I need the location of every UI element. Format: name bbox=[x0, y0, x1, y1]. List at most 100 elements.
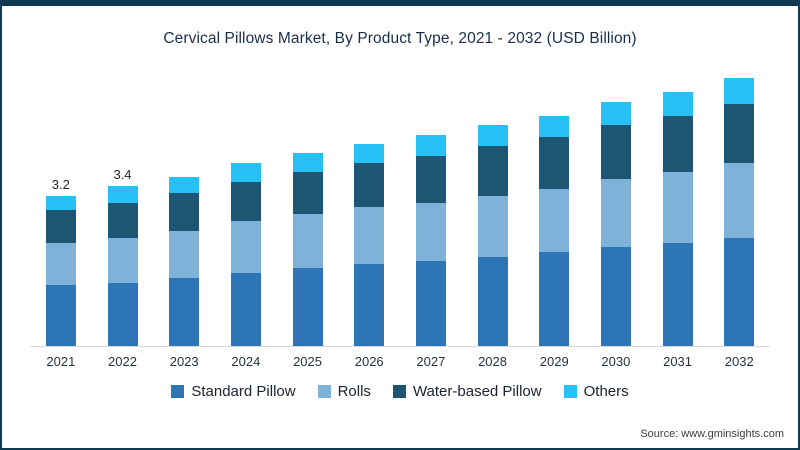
legend-label-others: Others bbox=[583, 383, 629, 400]
bar-segment-water-based-pillow bbox=[292, 172, 323, 215]
bar-segment-others bbox=[477, 125, 508, 147]
stacked-bar-2030 bbox=[600, 101, 631, 346]
bar-segment-water-based-pillow bbox=[539, 136, 570, 189]
bar-segment-standard-pillow bbox=[662, 242, 693, 346]
bar-segment-others bbox=[415, 134, 446, 156]
bar-segment-water-based-pillow bbox=[45, 209, 76, 243]
bar-segment-water-based-pillow bbox=[477, 146, 508, 196]
source-attribution: Source: www.gminsights.com bbox=[640, 428, 784, 440]
x-axis-label-2021: 2021 bbox=[46, 354, 76, 369]
bar-segment-standard-pillow bbox=[292, 268, 323, 346]
legend-label-standard-pillow: Standard Pillow bbox=[191, 383, 296, 400]
bar-segment-standard-pillow bbox=[415, 261, 446, 346]
legend-swatch-water-based-pillow bbox=[392, 385, 406, 398]
legend-item-others: Others bbox=[563, 383, 629, 400]
bar-segment-standard-pillow bbox=[107, 282, 138, 346]
bar-segment-rolls bbox=[662, 172, 693, 243]
x-axis-label-2026: 2026 bbox=[354, 354, 384, 369]
bar-segment-others bbox=[539, 115, 570, 137]
stacked-bar-2025 bbox=[292, 153, 323, 346]
legend-swatch-rolls bbox=[317, 385, 331, 398]
bar-column-2023 bbox=[153, 176, 215, 346]
bar-column-2030 bbox=[585, 101, 647, 346]
bar-segment-standard-pillow bbox=[600, 247, 631, 346]
bar-column-2024 bbox=[215, 162, 277, 346]
x-axis-label-2031: 2031 bbox=[663, 354, 693, 369]
bar-column-2021: 3.2 bbox=[30, 177, 92, 346]
stacked-bar-2028 bbox=[477, 125, 508, 346]
stacked-bar-2021 bbox=[45, 195, 76, 346]
bar-segment-standard-pillow bbox=[477, 256, 508, 346]
bar-segment-water-based-pillow bbox=[415, 155, 446, 203]
bar-segment-others bbox=[169, 176, 200, 194]
bar-segment-water-based-pillow bbox=[724, 103, 755, 163]
x-axis-label-2025: 2025 bbox=[293, 354, 322, 369]
bar-segment-standard-pillow bbox=[230, 273, 261, 346]
bar-segment-others bbox=[724, 78, 755, 104]
stacked-bar-2029 bbox=[539, 115, 570, 346]
stacked-bar-2031 bbox=[662, 92, 693, 346]
bar-segment-standard-pillow bbox=[169, 277, 200, 346]
bar-segment-water-based-pillow bbox=[107, 202, 138, 238]
bar-segment-water-based-pillow bbox=[169, 193, 200, 231]
legend-item-rolls: Rolls bbox=[317, 383, 371, 400]
stacked-bar-2026 bbox=[354, 143, 385, 346]
bar-segment-rolls bbox=[169, 230, 200, 278]
bar-segment-others bbox=[230, 162, 261, 182]
year-row: 2021 2022 2023 2024 2025 2026 2027 2028 2029 2030… bbox=[30, 354, 770, 369]
x-axis-label-2030: 2030 bbox=[601, 354, 631, 369]
bar-segment-rolls bbox=[724, 162, 755, 238]
bar-column-2027 bbox=[400, 134, 462, 346]
legend: Standard Pillow Rolls Water-based Pillow Ot… bbox=[30, 383, 770, 400]
bar-segment-others bbox=[292, 153, 323, 173]
bar-segment-standard-pillow bbox=[539, 252, 570, 346]
stacked-bar-2027 bbox=[415, 134, 446, 346]
bar-segment-rolls bbox=[107, 237, 138, 283]
legend-label-water-based-pillow: Water-based Pillow bbox=[412, 383, 542, 400]
x-axis-label-2027: 2027 bbox=[416, 354, 446, 369]
bar-column-2032 bbox=[708, 78, 770, 346]
bar-segment-others bbox=[45, 195, 76, 210]
bar-segment-others bbox=[354, 143, 385, 163]
data-label-2021: 3.2 bbox=[51, 176, 70, 192]
legend-label-rolls: Rolls bbox=[337, 383, 371, 400]
legend-item-standard-pillow: Standard Pillow bbox=[171, 383, 296, 400]
bar-segment-others bbox=[662, 92, 693, 116]
bar-segment-rolls bbox=[45, 242, 76, 285]
bar-column-2022: 3.4 bbox=[92, 167, 154, 346]
bar-segment-others bbox=[600, 101, 631, 126]
bar-segment-water-based-pillow bbox=[600, 125, 631, 180]
bar-segment-standard-pillow bbox=[354, 263, 385, 346]
legend-swatch-standard-pillow bbox=[171, 385, 185, 398]
bar-segment-water-based-pillow bbox=[230, 181, 261, 222]
bars-row: 3.2 3.4 bbox=[30, 54, 770, 347]
bar-segment-rolls bbox=[230, 221, 261, 274]
bar-segment-standard-pillow bbox=[45, 284, 76, 346]
bar-column-2026 bbox=[338, 143, 400, 346]
bar-segment-rolls bbox=[539, 188, 570, 252]
x-axis-label-2032: 2032 bbox=[724, 354, 754, 369]
bar-segment-water-based-pillow bbox=[662, 115, 693, 173]
legend-item-water-based-pillow: Water-based Pillow bbox=[392, 383, 542, 400]
chart-title: Cervical Pillows Market, By Product Type… bbox=[163, 30, 637, 47]
bar-segment-water-based-pillow bbox=[354, 162, 385, 208]
bar-segment-standard-pillow bbox=[724, 237, 755, 346]
stacked-bar-2022 bbox=[107, 186, 138, 346]
x-axis-label-2024: 2024 bbox=[231, 354, 261, 369]
x-axis-label-2022: 2022 bbox=[108, 354, 137, 369]
bar-column-2025 bbox=[277, 153, 339, 346]
bar-column-2029 bbox=[523, 115, 585, 346]
bar-segment-rolls bbox=[600, 179, 631, 248]
x-axis-label-2028: 2028 bbox=[478, 354, 507, 369]
bar-segment-rolls bbox=[292, 214, 323, 269]
bar-segment-others bbox=[107, 186, 138, 203]
stacked-bar-2024 bbox=[230, 162, 261, 346]
x-axis-label-2029: 2029 bbox=[539, 354, 569, 369]
bar-segment-rolls bbox=[415, 202, 446, 262]
bar-segment-rolls bbox=[354, 207, 385, 264]
bar-column-2028 bbox=[462, 125, 524, 346]
bar-segment-rolls bbox=[477, 195, 508, 257]
stacked-bar-2032 bbox=[724, 78, 755, 346]
legend-swatch-others bbox=[563, 385, 577, 398]
